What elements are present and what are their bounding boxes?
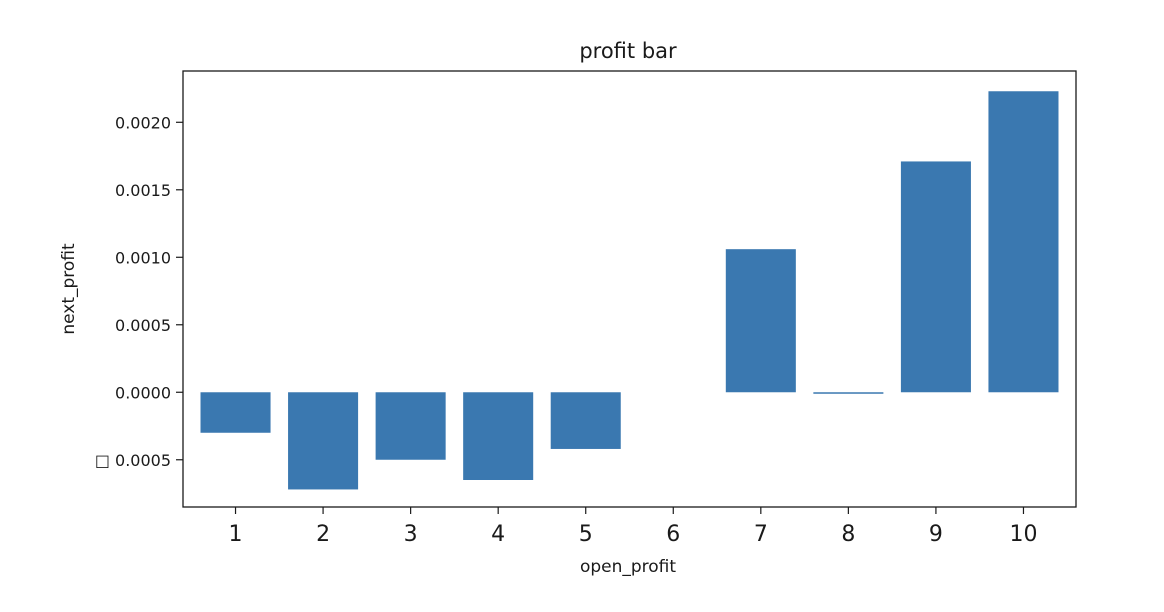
- bar-7: [725, 249, 796, 393]
- x-tick-label: 7: [754, 522, 768, 547]
- x-tick-label: 3: [404, 522, 418, 547]
- bar-9: [900, 161, 971, 393]
- bar-5: [550, 392, 621, 449]
- bars-layer: [200, 91, 1059, 490]
- x-axis: 1 2 3 4 5 6 7 8 9 10: [229, 507, 1037, 547]
- x-tick-label: 4: [491, 522, 505, 547]
- x-tick-label: 10: [1009, 522, 1037, 547]
- x-tick-label: 8: [841, 522, 855, 547]
- bar-8: [813, 392, 884, 394]
- bar-10: [988, 91, 1059, 393]
- x-tick-label: 5: [579, 522, 593, 547]
- y-tick-label: 0.0010: [115, 248, 171, 267]
- y-tick-label: □ 0.0005: [95, 451, 171, 470]
- x-tick-label: 2: [316, 522, 330, 547]
- bar-3: [375, 392, 446, 460]
- y-tick-label: 0.0015: [115, 181, 171, 200]
- y-tick-label: 0.0020: [115, 113, 171, 132]
- bar-2: [288, 392, 359, 490]
- x-axis-label: open_profit: [580, 557, 676, 577]
- plot-frame: [182, 70, 1077, 508]
- y-tick-label: 0.0000: [115, 383, 171, 402]
- x-tick-label: 6: [666, 522, 680, 547]
- chart-title: profit bar: [579, 39, 677, 63]
- x-tick-label: 9: [929, 522, 943, 547]
- x-tick-label: 1: [229, 522, 243, 547]
- y-axis: □ 0.0005 0.0000 0.0005 0.0010 0.0015 0.0020: [95, 113, 183, 470]
- bar-4: [463, 392, 534, 480]
- y-axis-label: next_profit: [59, 243, 79, 335]
- bar-1: [200, 392, 271, 433]
- y-tick-label: 0.0005: [115, 316, 171, 335]
